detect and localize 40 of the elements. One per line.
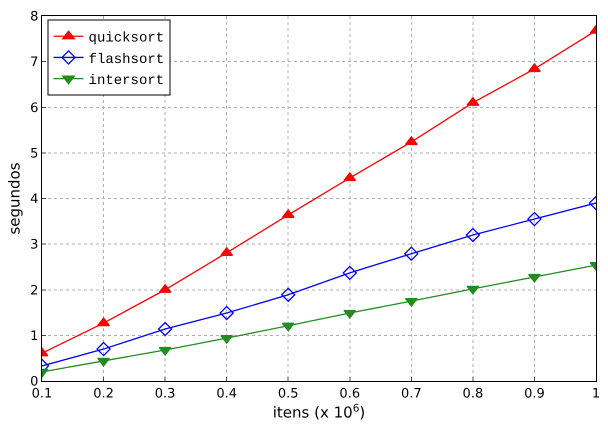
point: [342, 266, 357, 280]
legend-label: quicksort: [88, 30, 164, 47]
y-tick-label: 5: [30, 146, 38, 162]
legend-label: intersort: [88, 73, 164, 90]
y-tick-label: 8: [30, 10, 38, 25]
point: [466, 228, 480, 242]
point: [528, 63, 541, 72]
point: [527, 212, 542, 226]
point: [97, 358, 110, 367]
x-tick-label: 0.9: [524, 386, 545, 402]
point: [343, 310, 356, 319]
point: [220, 334, 234, 344]
x-axis-title: itens (x 10$^{6}$): [272, 402, 366, 422]
point: [158, 346, 172, 356]
x-tick-label: 0.6: [339, 386, 360, 402]
point: [404, 246, 418, 261]
x-tick-label: 0.7: [400, 386, 422, 402]
x-tick-label: 0.1: [32, 386, 52, 402]
point: [158, 322, 172, 336]
y-axis-title: segundos: [5, 162, 24, 235]
y-tick-label: 7: [30, 55, 38, 70]
point: [96, 342, 111, 356]
y-tick-label: 4: [30, 192, 38, 208]
x-tick-label: 1: [592, 386, 600, 402]
y-tick-label: 1: [30, 328, 38, 344]
y-tick-label: 6: [30, 100, 38, 116]
x-tick-label: 0.2: [93, 386, 114, 402]
x-tick-label: 0.8: [462, 386, 484, 402]
point: [220, 306, 234, 320]
legend-label: flashsort: [88, 52, 164, 68]
x-tick-label: 0.5: [278, 386, 299, 402]
point: [281, 288, 296, 302]
y-tick-label: 2: [30, 283, 38, 298]
point: [404, 136, 418, 146]
point: [343, 172, 356, 182]
point: [282, 209, 295, 218]
x-tick-label: 0.4: [216, 386, 238, 402]
y-tick-label: 3: [30, 238, 38, 253]
point: [528, 274, 541, 283]
x-tick-label: 0.3: [154, 386, 176, 402]
